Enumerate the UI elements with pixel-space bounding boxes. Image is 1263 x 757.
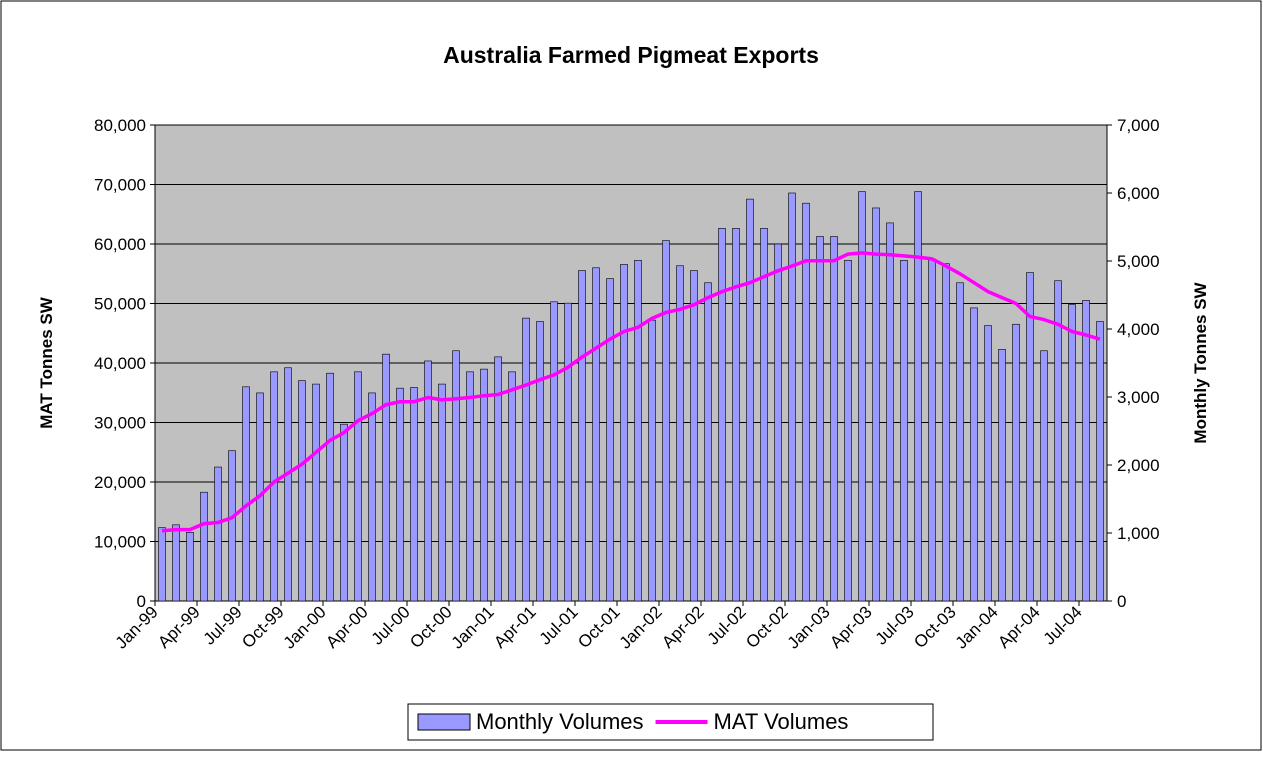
bar — [928, 258, 936, 602]
bar — [872, 207, 880, 602]
bar — [690, 270, 698, 602]
bar — [424, 360, 432, 602]
y-tick-label: 20,000 — [94, 473, 146, 492]
bar — [564, 302, 572, 602]
bar — [592, 267, 600, 602]
bar — [998, 349, 1006, 602]
chart-title: Australia Farmed Pigmeat Exports — [443, 42, 819, 68]
bar — [788, 192, 796, 602]
y2-tick-label: 6,000 — [1117, 184, 1160, 203]
bar — [844, 260, 852, 602]
bar — [438, 383, 446, 602]
y2-tick-label: 3,000 — [1117, 388, 1160, 407]
bar — [284, 367, 292, 602]
bar — [634, 260, 642, 602]
bar — [298, 380, 306, 602]
bar — [494, 356, 502, 602]
bar — [242, 386, 250, 602]
bar — [648, 319, 656, 602]
bar — [606, 278, 614, 602]
bar — [186, 532, 194, 602]
bar — [942, 263, 950, 602]
y-axis-label: MAT Tonnes SW — [37, 296, 56, 429]
bar — [620, 264, 628, 602]
bar — [760, 228, 768, 602]
y2-tick-label: 5,000 — [1117, 252, 1160, 271]
bar — [354, 371, 362, 602]
y-tick-label: 30,000 — [94, 414, 146, 433]
y-tick-label: 80,000 — [94, 116, 146, 135]
bar — [676, 265, 684, 602]
y-tick-label: 0 — [137, 592, 146, 611]
bar — [382, 353, 390, 602]
y-tick-label: 40,000 — [94, 354, 146, 373]
y-tick-label: 70,000 — [94, 176, 146, 195]
bar — [970, 307, 978, 602]
bar — [480, 368, 488, 602]
bar — [662, 240, 670, 602]
bar — [578, 270, 586, 602]
bar — [1040, 350, 1048, 602]
bar — [158, 527, 166, 602]
bar — [858, 191, 866, 602]
bar — [956, 282, 964, 602]
y-tick-label: 60,000 — [94, 235, 146, 254]
bar — [522, 317, 530, 602]
bar — [466, 371, 474, 602]
bar — [1012, 323, 1020, 602]
bar — [172, 524, 180, 602]
bar — [1096, 321, 1104, 602]
legend-label: MAT Volumes — [714, 709, 849, 734]
bar — [452, 350, 460, 602]
bar — [816, 236, 824, 602]
bar — [914, 191, 922, 602]
bar — [718, 228, 726, 602]
y2-tick-label: 2,000 — [1117, 456, 1160, 475]
bar — [410, 387, 418, 602]
bar — [396, 387, 404, 602]
bar — [550, 301, 558, 602]
line — [161, 251, 1101, 533]
bar — [340, 423, 348, 602]
bar — [830, 236, 838, 602]
y2-tick-label: 7,000 — [1117, 116, 1160, 135]
bar — [1082, 300, 1090, 602]
bar — [312, 383, 320, 602]
legend-swatch — [417, 713, 471, 731]
y2-tick-label: 0 — [1117, 592, 1126, 611]
bar — [228, 450, 236, 602]
bar — [1068, 304, 1076, 602]
y2-tick-label: 1,000 — [1117, 524, 1160, 543]
bar — [802, 202, 810, 602]
bar — [508, 371, 516, 602]
y-tick-label: 50,000 — [94, 295, 146, 314]
bar — [886, 222, 894, 602]
bar — [774, 243, 782, 602]
bar — [704, 282, 712, 602]
y-tick-label: 10,000 — [94, 533, 146, 552]
legend-label: Monthly Volumes — [476, 709, 644, 734]
bar — [1026, 272, 1034, 602]
bar — [536, 321, 544, 602]
bar — [732, 228, 740, 602]
bar — [200, 491, 208, 602]
bar — [1054, 280, 1062, 602]
bar — [326, 372, 334, 602]
bar — [984, 325, 992, 602]
bar — [900, 260, 908, 602]
bar — [214, 466, 222, 602]
bar — [746, 198, 754, 602]
y2-axis-label: Monthly Tonnes SW — [1191, 281, 1210, 443]
bar — [368, 392, 376, 602]
y2-tick-label: 4,000 — [1117, 320, 1160, 339]
